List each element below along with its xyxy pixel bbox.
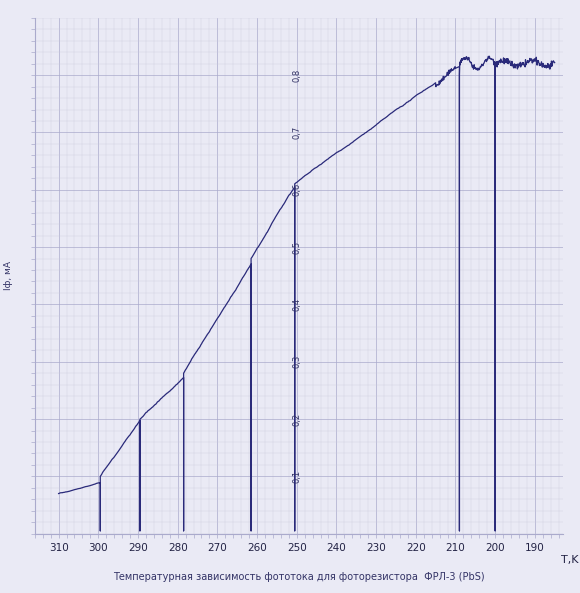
Text: 0,8: 0,8 — [292, 68, 301, 82]
Text: 0,2: 0,2 — [292, 413, 301, 426]
Text: 0,3: 0,3 — [292, 355, 301, 368]
Text: 0,6: 0,6 — [292, 183, 301, 196]
Text: 0,1: 0,1 — [292, 470, 301, 483]
Text: 0,7: 0,7 — [292, 126, 301, 139]
Text: 0,5: 0,5 — [292, 241, 301, 254]
Text: T,K: T,K — [561, 556, 578, 566]
Text: 0,4: 0,4 — [292, 298, 301, 311]
Text: Температурная зависимость фототока для фоторезистора  ФРЛ-3 (PbS): Температурная зависимость фототока для ф… — [113, 572, 484, 582]
Text: Iф, мА: Iф, мА — [4, 262, 13, 290]
